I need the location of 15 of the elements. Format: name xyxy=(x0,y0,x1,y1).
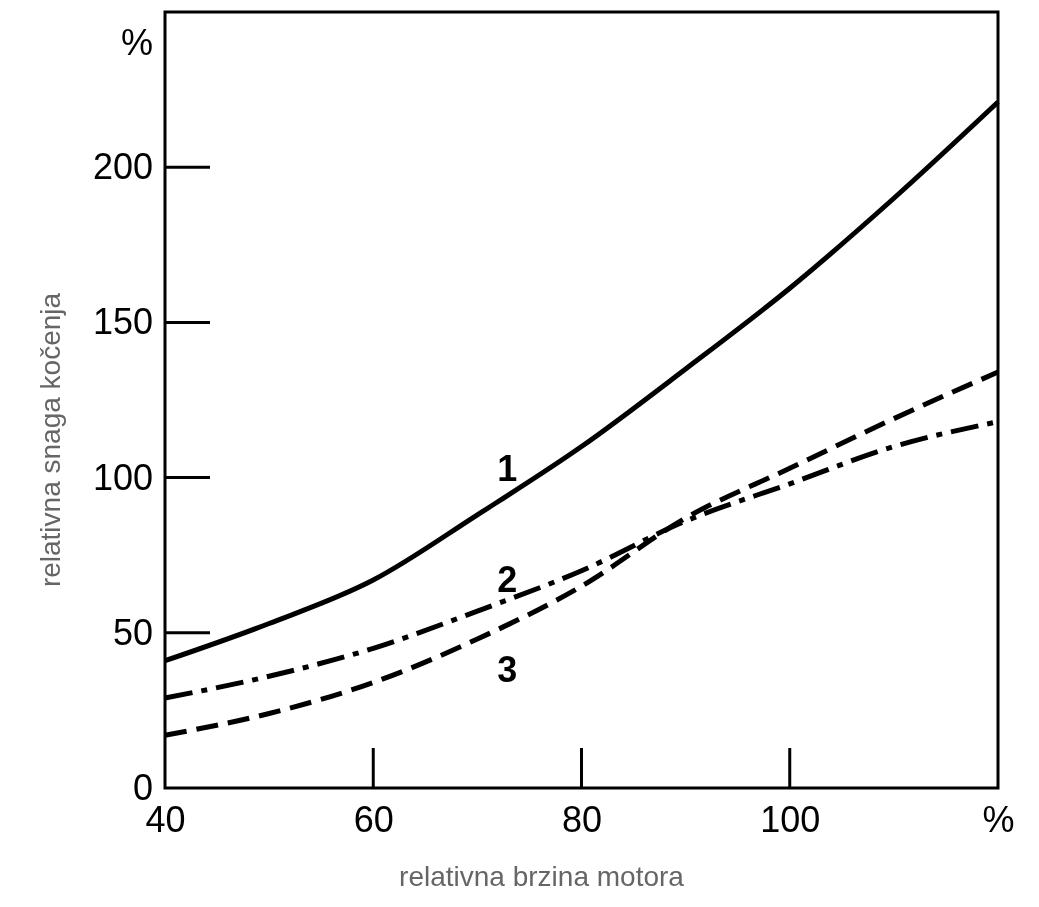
x-tick-label: % xyxy=(982,798,1015,840)
series-label: 3 xyxy=(497,649,518,691)
y-axis-title: relativna snaga kočenja xyxy=(35,292,66,588)
y-tick-label: 150 xyxy=(92,301,153,343)
x-tick-label: 60 xyxy=(353,798,394,840)
y-tick-label: 100 xyxy=(92,456,153,498)
x-tick-label: 80 xyxy=(561,798,603,840)
x-tick-label: 100 xyxy=(760,798,821,840)
y-tick-label: 0 xyxy=(132,767,153,809)
y-tick-label: 50 xyxy=(112,611,153,653)
x-axis-title: relativna brzina motora xyxy=(399,861,685,892)
series-label: 2 xyxy=(497,558,518,600)
y-tick-label: 200 xyxy=(92,146,153,188)
series-label: 1 xyxy=(497,448,518,490)
y-tick-label: % xyxy=(120,22,153,64)
